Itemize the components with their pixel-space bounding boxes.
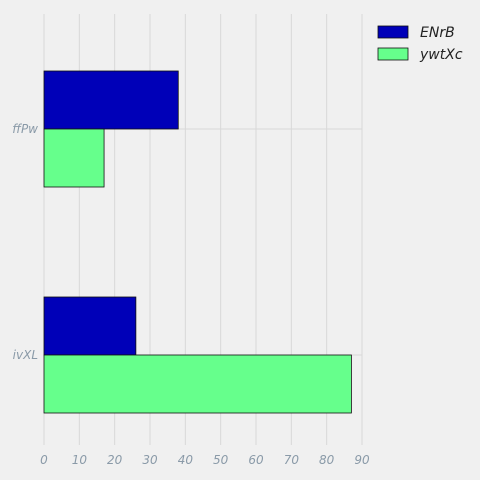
- x-tick-label: 30: [142, 453, 158, 467]
- y-axis-ticks: ffPw ivXL: [12, 122, 38, 362]
- legend: ENrB ywtXc: [377, 25, 463, 63]
- bar-ywtXc-ivXL: [43, 354, 352, 414]
- y-tick-label-ivXL: ivXL: [13, 348, 38, 362]
- x-tick-label: 0: [40, 453, 48, 467]
- x-tick-label: 20: [107, 453, 123, 467]
- bar-ywtXc-ffPw: [43, 128, 105, 188]
- y-tick-label-ffPw: ffPw: [12, 122, 38, 136]
- x-tick-label: 40: [178, 453, 194, 467]
- x-tick-label: 70: [284, 453, 300, 467]
- legend-swatch-ENrB: [377, 25, 409, 39]
- x-tick-label: 80: [319, 453, 335, 467]
- x-tick-label: 90: [354, 453, 370, 467]
- x-tick-label: 60: [248, 453, 264, 467]
- bars: [43, 70, 352, 414]
- legend-swatch-ywtXc: [377, 47, 409, 61]
- x-tick-label: 50: [213, 453, 229, 467]
- x-axis-ticks: 0 10 20 30 40 50 60 70 80 90: [40, 453, 370, 467]
- legend-label-ywtXc: ywtXc: [419, 47, 463, 63]
- x-tick-label: 10: [72, 453, 88, 467]
- legend-label-ENrB: ENrB: [420, 25, 455, 41]
- bar-ENrB-ffPw: [43, 70, 179, 130]
- bar-ENrB-ivXL: [43, 296, 137, 356]
